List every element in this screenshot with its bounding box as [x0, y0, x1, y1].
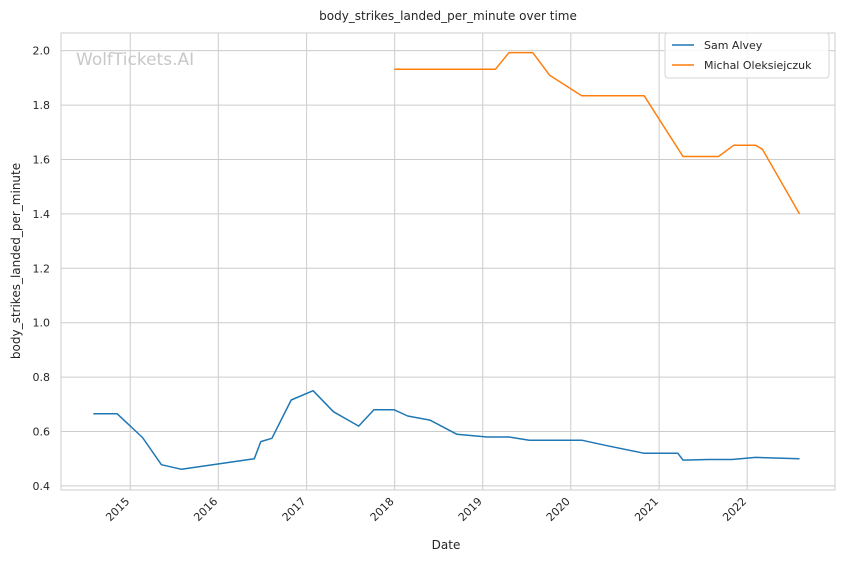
- legend-label-sam-alvey: Sam Alvey: [704, 39, 763, 52]
- legend-box: [664, 32, 830, 79]
- y-tick-label: 0.8: [33, 371, 51, 384]
- y-tick-label: 1.6: [33, 153, 51, 166]
- grid: [61, 33, 835, 490]
- y-tick-label: 1.4: [33, 208, 51, 221]
- plot-frame: [60, 32, 836, 491]
- chart-title: body_strikes_landed_per_minute over time: [319, 9, 577, 23]
- y-tick-label: 1.8: [33, 99, 51, 112]
- series-lines: [93, 51, 801, 471]
- legend: Sam Alvey Michal Oleksiejczuk: [664, 32, 830, 79]
- series-line-sam-alvey: [93, 389, 800, 471]
- series-line-michal-oleksiejczuk: [394, 51, 801, 215]
- y-tick-label: 1.0: [33, 317, 51, 330]
- x-axis-label: Date: [432, 538, 461, 552]
- y-tick-label: 1.2: [33, 262, 51, 275]
- y-tick-label: 0.4: [33, 480, 51, 493]
- y-tick-label: 2.0: [33, 45, 51, 58]
- legend-label-michal-oleksiejczuk: Michal Oleksiejczuk: [704, 59, 812, 72]
- y-axis-label: body_strikes_landed_per_minute: [9, 163, 23, 359]
- watermark: WolfTickets.AI: [76, 50, 194, 70]
- y-tick-label: 0.6: [33, 426, 51, 439]
- y-tick-labels: 0.4 0.6 0.8 1.0 1.2 1.4 1.6 1.8 2.0: [33, 45, 51, 493]
